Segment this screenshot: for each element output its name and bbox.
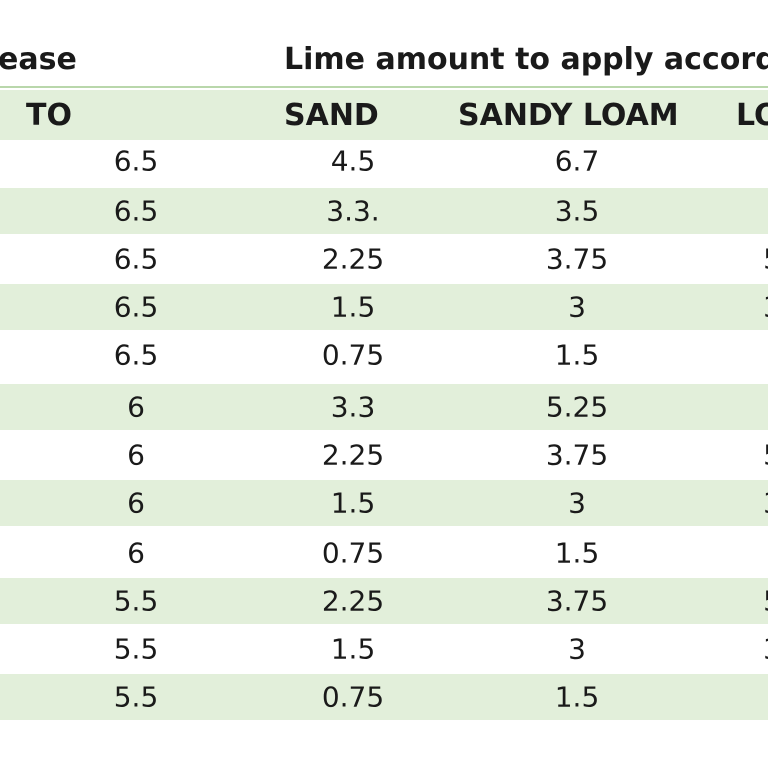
cell-to: 6	[127, 536, 145, 570]
cell-sand: 0.75	[321, 338, 385, 372]
table-row: 6.5 1.5 3 3	[0, 284, 768, 330]
cell-sand: 1.5	[330, 290, 376, 324]
cell-loam: 5	[763, 585, 768, 618]
column-header-row: TO SAND SANDY LOAM LO	[0, 90, 768, 140]
table-row: 5.5 2.25 3.75 5	[0, 578, 768, 624]
cell-sand: 0.75	[321, 536, 385, 570]
cell-to: 6.5	[113, 242, 159, 276]
cell-loam: 3	[763, 633, 768, 666]
cell-to: 6.5	[113, 144, 159, 178]
cell-to: 5.5	[113, 680, 159, 714]
cell-to: 6	[127, 486, 145, 520]
table-row: 6 2.25 3.75 5	[0, 432, 768, 478]
table-row: 6.5 4.5 6.7	[0, 138, 768, 184]
cell-sandy-loam: 3.75	[545, 242, 609, 276]
cell-to: 6.5	[113, 338, 159, 372]
cell-loam: (	[767, 195, 768, 228]
table-title-row: ease Lime amount to apply accordi	[0, 36, 768, 88]
table-row: 6 0.75 1.5	[0, 530, 768, 576]
cell-to: 6.5	[113, 194, 159, 228]
title-left-fragment: ease	[0, 42, 77, 77]
cell-sandy-loam: 1.5	[554, 536, 600, 570]
cell-sand: 1.5	[330, 632, 376, 666]
cell-to: 6	[127, 438, 145, 472]
cell-to: 6	[127, 390, 145, 424]
cell-loam: (	[767, 391, 768, 424]
column-header-sandy-loam: SANDY LOAM	[458, 98, 679, 133]
column-header-loam: LO	[736, 98, 768, 133]
cell-sandy-loam: 3	[568, 632, 586, 666]
cell-sandy-loam: 3.5	[554, 194, 600, 228]
table-row: 6 1.5 3 3	[0, 480, 768, 526]
cell-sand: 2.25	[321, 242, 385, 276]
table-row: 5.5 1.5 3 3	[0, 626, 768, 672]
cell-sandy-loam: 6.7	[554, 144, 600, 178]
table-row: 6.5 2.25 3.75 5	[0, 236, 768, 282]
cell-sandy-loam: 1.5	[554, 338, 600, 372]
table-row: 6 3.3 5.25 (	[0, 384, 768, 430]
cell-loam: 3	[763, 291, 768, 324]
title-lime-amount: Lime amount to apply accordi	[284, 42, 768, 77]
table-row: 6.5 3.3. 3.5 (	[0, 188, 768, 234]
table-row: 6.5 0.75 1.5	[0, 332, 768, 378]
cell-sand: 1.5	[330, 486, 376, 520]
cell-to: 6.5	[113, 290, 159, 324]
table-row: 5.5 0.75 1.5	[0, 674, 768, 720]
cell-sand: 4.5	[330, 144, 376, 178]
cell-sand: 2.25	[321, 438, 385, 472]
cell-sandy-loam: 1.5	[554, 680, 600, 714]
cell-sandy-loam: 5.25	[545, 390, 609, 424]
cell-sand: 2.25	[321, 584, 385, 618]
cell-sandy-loam: 3	[568, 290, 586, 324]
cell-sand: 3.3	[330, 390, 376, 424]
cell-sandy-loam: 3.75	[545, 584, 609, 618]
cell-to: 5.5	[113, 584, 159, 618]
cell-sand: 3.3.	[326, 194, 380, 228]
cell-sand: 0.75	[321, 680, 385, 714]
cell-loam: 3	[763, 487, 768, 520]
cell-loam: 5	[763, 243, 768, 276]
cell-to: 5.5	[113, 632, 159, 666]
cell-sandy-loam: 3.75	[545, 438, 609, 472]
column-header-sand: SAND	[284, 98, 379, 133]
cell-loam: 5	[763, 439, 768, 472]
cell-sandy-loam: 3	[568, 486, 586, 520]
column-header-to: TO	[26, 98, 72, 133]
